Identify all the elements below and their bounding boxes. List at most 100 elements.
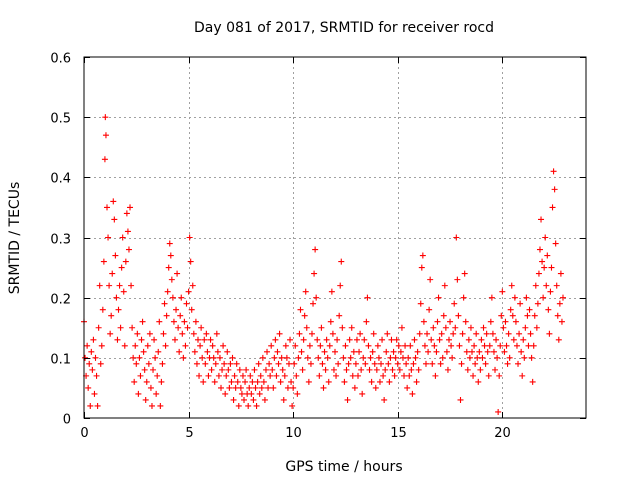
data-point — [517, 300, 524, 307]
data-point — [191, 348, 198, 355]
data-point — [134, 330, 141, 337]
data-point — [225, 366, 232, 373]
data-point — [302, 288, 309, 295]
data-point — [414, 348, 421, 355]
data-point — [503, 342, 510, 349]
data-point — [451, 300, 458, 307]
data-point — [383, 348, 390, 355]
data-point — [470, 372, 477, 379]
data-point — [418, 264, 425, 271]
data-point — [110, 198, 117, 205]
data-point — [550, 168, 557, 175]
data-point — [177, 312, 184, 319]
data-point — [519, 372, 526, 379]
data-point — [401, 372, 408, 379]
data-point — [249, 378, 256, 385]
data-point — [483, 330, 490, 337]
data-point — [334, 336, 341, 343]
data-point — [291, 360, 298, 367]
data-point — [379, 336, 386, 343]
data-point — [241, 396, 248, 403]
data-point — [408, 366, 415, 373]
data-point — [473, 330, 480, 337]
data-point — [156, 318, 163, 325]
data-point — [558, 318, 565, 325]
chart-title: Day 081 of 2017, SRMTID for receiver roc… — [194, 20, 494, 36]
data-point — [488, 294, 495, 301]
data-point — [114, 336, 121, 343]
data-point — [525, 342, 532, 349]
data-point — [409, 390, 416, 397]
data-point — [92, 354, 99, 361]
data-point — [280, 396, 287, 403]
data-point — [406, 372, 413, 379]
data-point — [375, 354, 382, 361]
data-point — [127, 204, 134, 211]
data-point — [333, 372, 340, 379]
data-point — [182, 342, 189, 349]
data-point — [278, 354, 285, 361]
data-point — [209, 342, 216, 349]
data-point — [255, 360, 262, 367]
data-point — [405, 354, 412, 361]
data-point — [112, 252, 119, 259]
data-point — [373, 366, 380, 373]
data-point — [455, 312, 462, 319]
data-point — [158, 378, 165, 385]
data-point — [131, 378, 138, 385]
data-point — [362, 360, 369, 367]
data-point — [108, 312, 115, 319]
y-tick-label: 0.3 — [50, 233, 71, 248]
data-point — [222, 390, 229, 397]
data-point — [301, 312, 308, 319]
data-point — [211, 378, 218, 385]
data-point — [176, 348, 183, 355]
data-point — [365, 342, 372, 349]
data-point — [257, 372, 264, 379]
data-point — [456, 342, 463, 349]
data-point — [485, 372, 492, 379]
data-point — [419, 252, 426, 259]
data-point — [119, 234, 126, 241]
data-point — [506, 354, 513, 361]
data-point — [339, 324, 346, 331]
data-point — [520, 336, 527, 343]
data-point — [261, 396, 268, 403]
data-point — [505, 330, 512, 337]
data-point — [267, 372, 274, 379]
data-point — [546, 330, 553, 337]
data-point — [521, 354, 528, 361]
data-point — [526, 306, 533, 313]
data-point — [437, 360, 444, 367]
y-axis-label: SRMTID / TECUs — [7, 182, 23, 295]
data-point — [382, 366, 389, 373]
data-point — [300, 336, 307, 343]
data-point — [199, 354, 206, 361]
data-point — [463, 348, 470, 355]
data-point — [336, 312, 343, 319]
data-point — [281, 372, 288, 379]
data-point — [233, 360, 240, 367]
data-point — [356, 348, 363, 355]
data-point — [121, 342, 128, 349]
data-point — [480, 324, 487, 331]
data-point — [552, 240, 559, 247]
data-point — [95, 324, 102, 331]
data-point — [171, 336, 178, 343]
data-point — [275, 360, 282, 367]
data-point — [443, 348, 450, 355]
data-point — [245, 402, 252, 409]
data-point — [90, 336, 97, 343]
data-point — [438, 330, 445, 337]
data-point — [161, 300, 168, 307]
data-point — [157, 402, 164, 409]
data-point — [214, 348, 221, 355]
data-point — [146, 330, 153, 337]
data-point — [234, 378, 241, 385]
data-point — [174, 270, 181, 277]
data-point — [107, 330, 114, 337]
data-point — [364, 294, 371, 301]
data-point — [117, 324, 124, 331]
data-point — [329, 330, 336, 337]
data-point — [494, 354, 501, 361]
